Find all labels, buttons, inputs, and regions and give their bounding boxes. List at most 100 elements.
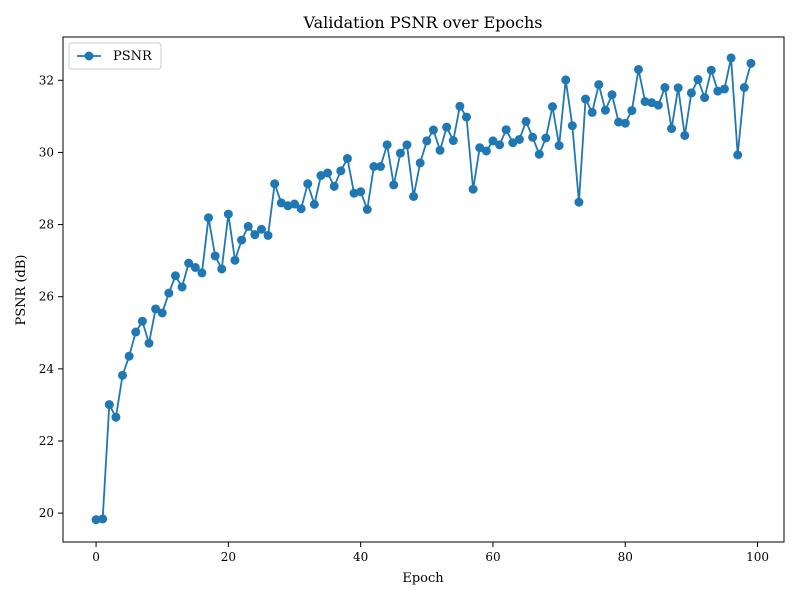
data-point: [481, 146, 491, 156]
data-point: [151, 304, 161, 314]
data-point: [362, 204, 372, 214]
data-point: [700, 93, 710, 103]
data-point: [190, 263, 200, 272]
data-point: [111, 412, 121, 422]
data-point: [230, 255, 240, 265]
data-point: [614, 117, 624, 127]
data-point: [342, 154, 352, 164]
data-point: [137, 316, 147, 326]
legend-marker: [84, 51, 94, 61]
data-point: [118, 370, 128, 380]
data-point: [442, 122, 452, 132]
data-point: [581, 94, 591, 104]
data-point: [448, 136, 458, 146]
ticks-layer: 0 20 40 60 80 100 20 22 24 26 28 30 32: [39, 73, 769, 564]
data-point: [177, 282, 187, 292]
data-point: [422, 136, 432, 146]
x-tick-label: 40: [353, 550, 368, 564]
data-point: [587, 107, 597, 117]
data-point: [733, 150, 743, 160]
data-point: [197, 268, 207, 278]
y-tick-label: 32: [39, 73, 54, 87]
data-point: [402, 140, 412, 150]
plot-area: 0 20 40 60 80 100 20 22 24 26 28 30 32: [39, 36, 785, 564]
data-point: [303, 179, 313, 189]
data-point: [369, 162, 379, 171]
data-point: [746, 58, 756, 68]
data-point: [600, 105, 610, 115]
x-tick-label: 0: [92, 550, 100, 564]
data-point: [329, 181, 339, 191]
data-point: [653, 100, 663, 110]
data-point: [124, 351, 134, 361]
data-point: [223, 209, 233, 219]
data-point: [594, 80, 604, 90]
data-point: [428, 125, 438, 135]
series-layer: [91, 53, 756, 525]
data-point: [409, 191, 419, 201]
legend-label-psnr: PSNR: [113, 49, 153, 64]
data-point: [243, 221, 253, 231]
data-point: [607, 90, 617, 100]
data-point: [323, 168, 333, 178]
x-axis-label: Epoch: [402, 571, 444, 586]
data-point: [561, 75, 571, 85]
data-point: [541, 133, 551, 143]
data-point: [210, 251, 220, 261]
data-point: [256, 224, 266, 234]
data-point: [237, 235, 247, 245]
data-point: [296, 204, 306, 214]
legend-box: [68, 42, 162, 70]
data-point: [686, 88, 696, 98]
chart-title: Validation PSNR over Epochs: [303, 13, 543, 32]
data-point: [382, 140, 392, 150]
data-point: [356, 187, 366, 197]
data-point: [739, 83, 749, 92]
data-point: [554, 141, 564, 151]
data-point: [217, 264, 227, 274]
data-point: [455, 101, 465, 111]
data-point: [488, 136, 498, 146]
axes-frame: [62, 36, 785, 543]
data-point: [290, 199, 300, 209]
data-point: [640, 97, 650, 107]
data-point: [170, 271, 180, 281]
series-line-psnr: [95, 57, 752, 521]
data-point: [415, 158, 425, 168]
data-point: [495, 140, 505, 150]
data-point: [673, 83, 683, 93]
data-point: [547, 102, 557, 112]
legend: PSNR: [68, 42, 162, 70]
data-point: [514, 134, 524, 144]
data-point: [309, 199, 319, 209]
data-point: [468, 184, 478, 194]
data-point: [660, 83, 670, 92]
data-point: [462, 112, 471, 122]
y-tick-label: 28: [39, 218, 54, 232]
x-tick-label: 20: [221, 550, 236, 564]
y-axis-label: PSNR (dB): [14, 255, 29, 326]
data-point: [389, 180, 399, 190]
x-tick-label: 100: [746, 550, 769, 564]
y-tick-label: 24: [39, 362, 55, 376]
data-point: [719, 84, 729, 94]
data-point: [104, 400, 114, 410]
y-tick-label: 26: [39, 290, 54, 304]
data-point: [726, 53, 736, 63]
data-point: [184, 258, 194, 268]
data-point: [270, 179, 280, 189]
y-tick-label: 30: [39, 145, 54, 159]
data-point: [131, 327, 141, 337]
data-point: [667, 124, 677, 134]
data-point: [157, 308, 167, 318]
data-point: [91, 515, 101, 525]
data-point: [521, 116, 531, 126]
data-point: [680, 130, 690, 140]
data-point: [144, 338, 154, 348]
data-point: [534, 149, 544, 159]
data-point: [528, 132, 538, 142]
data-point: [98, 514, 108, 524]
data-point: [250, 230, 260, 240]
data-point: [376, 162, 385, 171]
